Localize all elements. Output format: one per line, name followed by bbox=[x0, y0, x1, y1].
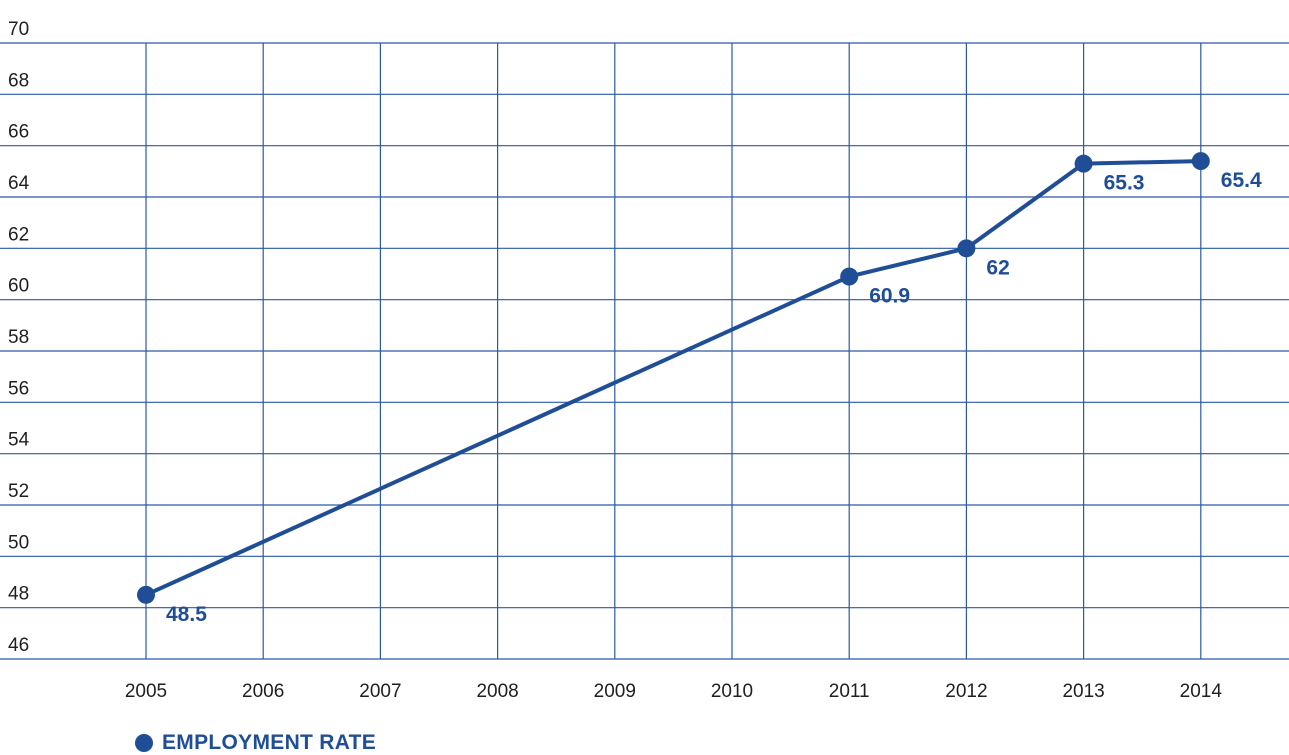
data-label: 65.4 bbox=[1221, 169, 1262, 192]
data-point bbox=[137, 585, 155, 604]
y-tick-label: 62 bbox=[8, 224, 29, 245]
y-tick-label: 50 bbox=[8, 532, 29, 553]
y-tick-label: 58 bbox=[8, 327, 29, 348]
y-tick-label: 46 bbox=[8, 635, 29, 656]
x-tick-label: 2009 bbox=[594, 681, 636, 702]
y-tick-label: 66 bbox=[8, 122, 29, 143]
data-point bbox=[1191, 152, 1210, 171]
data-label: 60.9 bbox=[869, 285, 910, 308]
grid bbox=[0, 42, 1289, 660]
x-tick-label: 2010 bbox=[711, 681, 753, 702]
x-tick-label: 2013 bbox=[1062, 681, 1104, 702]
series-employment-rate: 48.5 60.9 62 65.3 65.4 bbox=[137, 152, 1262, 626]
series-line bbox=[145, 159, 1201, 597]
data-point bbox=[840, 267, 859, 286]
data-label: 62 bbox=[986, 256, 1009, 279]
y-tick-label: 68 bbox=[8, 70, 29, 91]
x-axis: 2005 2006 2007 2008 2009 2010 2011 2012 2013 2014 bbox=[125, 681, 1223, 702]
legend-marker bbox=[135, 734, 153, 752]
data-label: 48.5 bbox=[166, 603, 207, 626]
x-tick-label: 2005 bbox=[125, 681, 167, 702]
legend: EMPLOYMENT RATE bbox=[135, 731, 376, 755]
y-tick-label: 54 bbox=[8, 430, 30, 451]
x-tick-label: 2011 bbox=[829, 681, 870, 702]
y-tick-label: 56 bbox=[8, 378, 29, 399]
y-tick-label: 70 bbox=[8, 19, 29, 40]
legend-label: EMPLOYMENT RATE bbox=[162, 731, 377, 754]
data-point bbox=[1074, 154, 1093, 173]
y-tick-label: 48 bbox=[8, 584, 29, 605]
x-tick-label: 2006 bbox=[242, 681, 284, 702]
y-axis: 46 48 50 52 54 56 58 60 62 64 66 68 70 bbox=[8, 19, 30, 656]
x-tick-label: 2014 bbox=[1180, 681, 1223, 702]
y-tick-label: 60 bbox=[8, 276, 29, 297]
x-tick-label: 2008 bbox=[476, 681, 518, 702]
data-label: 65.3 bbox=[1104, 172, 1145, 195]
x-tick-label: 2012 bbox=[945, 681, 987, 702]
y-tick-label: 64 bbox=[8, 173, 30, 194]
x-tick-label: 2007 bbox=[359, 681, 401, 702]
y-tick-label: 52 bbox=[8, 481, 29, 502]
data-point bbox=[957, 239, 976, 258]
